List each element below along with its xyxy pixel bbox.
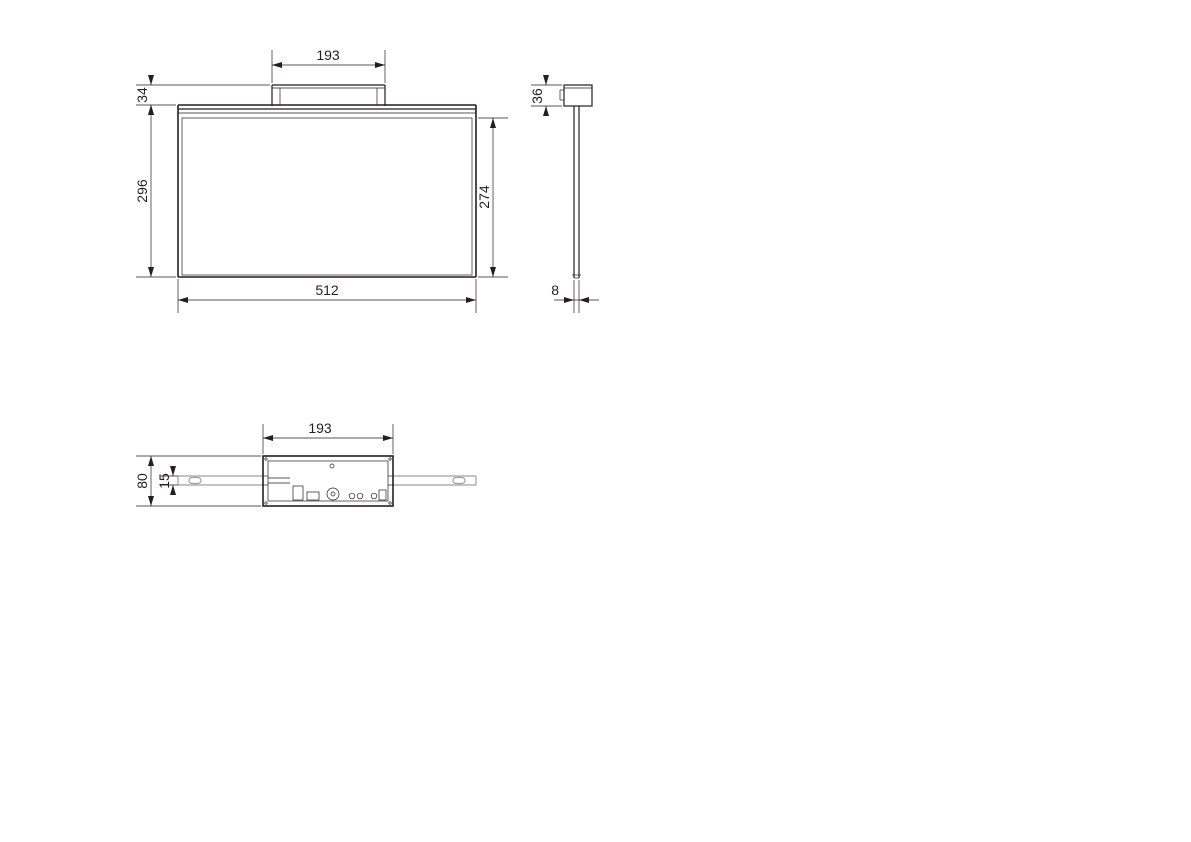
dim-label: 34 [134, 87, 150, 103]
top-view: 193 80 15 [134, 420, 476, 506]
side-view: 36 8 [529, 75, 599, 313]
dim-front-512: 512 [178, 279, 476, 313]
dim-label: 296 [134, 179, 150, 203]
dim-side-8: 8 [551, 280, 599, 313]
dim-label: 80 [134, 473, 150, 489]
dim-top-80: 80 [134, 456, 261, 506]
technical-drawing: 193 34 296 274 [0, 0, 1191, 842]
dim-label: 512 [315, 282, 339, 298]
dim-label: 36 [529, 88, 545, 104]
dim-label: 193 [308, 420, 332, 436]
dim-label: 193 [316, 47, 340, 63]
dim-side-36: 36 [529, 75, 562, 116]
dim-top-15: 15 [156, 466, 178, 495]
dim-front-274: 274 [476, 118, 508, 277]
front-view: 193 34 296 274 [134, 47, 508, 313]
dim-front-296: 296 [134, 105, 176, 277]
dim-label: 274 [476, 185, 492, 209]
dim-label: 15 [156, 473, 172, 489]
dim-front-193: 193 [272, 47, 385, 83]
dim-top-193: 193 [263, 420, 393, 454]
housing-interior [263, 464, 393, 500]
dim-label: 8 [551, 282, 559, 298]
